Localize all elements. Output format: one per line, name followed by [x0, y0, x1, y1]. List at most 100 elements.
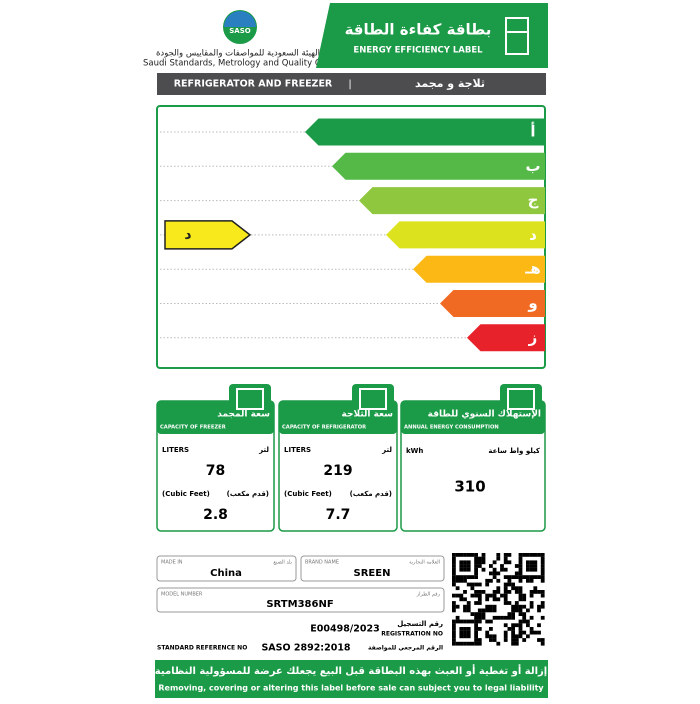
- qr-cell: [481, 556, 486, 561]
- qr-cell: [533, 560, 538, 565]
- qr-cell: [529, 578, 534, 583]
- qr-cell: [492, 615, 497, 620]
- fridge-icon: [505, 17, 529, 55]
- qr-cell: [533, 567, 538, 572]
- qr-cell: [507, 612, 512, 616]
- qr-cell: [529, 601, 534, 605]
- qr-cell: [511, 608, 515, 613]
- qr-cell: [503, 586, 508, 591]
- made-in-en: MADE IN: [161, 560, 183, 566]
- qr-cell: [496, 597, 501, 602]
- qr-cell: [470, 586, 475, 591]
- qr-cell: [492, 560, 497, 565]
- qr-cell: [503, 567, 508, 572]
- qr-cell: [459, 634, 464, 639]
- qr-cell: [489, 593, 493, 598]
- qr-cell: [485, 597, 490, 602]
- class-arrow: [467, 324, 545, 352]
- qr-cell: [477, 619, 482, 624]
- qr-cell: [489, 571, 493, 576]
- qr-cell: [518, 634, 523, 639]
- unit-en: LITERS: [284, 446, 311, 454]
- qr-cell: [474, 556, 478, 561]
- qr-cell: [529, 575, 534, 579]
- qr-cell: [522, 619, 527, 624]
- qr-cell: [452, 608, 456, 613]
- model-ar: رقم الطراز: [416, 592, 441, 598]
- qr-cell: [522, 575, 527, 579]
- qr-cell: [522, 553, 527, 557]
- qr-cell: [533, 586, 538, 591]
- qr-cell: [489, 564, 493, 568]
- qr-cell: [526, 560, 530, 565]
- qr-cell: [529, 560, 534, 565]
- qr-cell: [540, 564, 545, 568]
- qr-cell: [477, 638, 482, 642]
- qr-cell: [474, 590, 478, 594]
- qr-cell: [474, 560, 478, 565]
- qr-cell: [489, 619, 493, 624]
- qr-cell: [518, 612, 523, 616]
- qr-cell: [514, 604, 519, 609]
- qr-cell: [540, 553, 545, 557]
- qr-cell: [507, 601, 512, 605]
- qr-cell: [526, 619, 530, 624]
- qr-cell: [481, 612, 486, 616]
- standard-ar: الرقم المرجعي للمواصفة: [368, 645, 443, 652]
- qr-code: [452, 553, 545, 646]
- box-title-en: ANNUAL ENERGY CONSUMPTION: [404, 425, 499, 431]
- qr-cell: [463, 567, 467, 572]
- qr-cell: [496, 571, 501, 576]
- qr-cell: [522, 597, 527, 602]
- icon-tab: [352, 384, 394, 414]
- qr-cell: [463, 634, 467, 639]
- qr-cell: [463, 619, 467, 624]
- qr-cell: [518, 560, 523, 565]
- made-in-box: [156, 555, 297, 582]
- qr-cell: [474, 615, 478, 620]
- qr-cell: [526, 623, 530, 628]
- class-label: هـ: [524, 260, 541, 278]
- qr-cell: [466, 567, 471, 572]
- qr-cell: [466, 564, 471, 568]
- class-label: أ: [530, 122, 535, 141]
- qr-cell: [466, 630, 471, 635]
- qr-cell: [463, 553, 467, 557]
- made-in: China: [210, 568, 242, 579]
- qr-cell: [485, 582, 490, 587]
- qr-cell: [540, 567, 545, 572]
- qr-cell: [522, 630, 527, 635]
- qr-cell: [511, 582, 515, 587]
- qr-cell: [518, 608, 523, 613]
- qr-cell: [511, 586, 515, 591]
- qr-cell: [485, 634, 490, 639]
- qr-cell: [455, 619, 460, 624]
- qr-cell: [511, 634, 515, 639]
- qr-cell: [452, 619, 456, 624]
- qr-cell: [511, 630, 515, 635]
- qr-cell: [492, 604, 497, 609]
- qr-cell: [503, 630, 508, 635]
- qr-cell: [507, 578, 512, 583]
- qr-cell: [503, 597, 508, 602]
- qr-cell: [529, 564, 534, 568]
- class-label: و: [527, 294, 537, 312]
- qr-cell: [452, 582, 456, 587]
- qr-cell: [481, 567, 486, 572]
- qr-cell: [503, 634, 508, 639]
- qr-cell: [474, 638, 478, 642]
- qr-cell: [470, 593, 475, 598]
- qr-cell: [477, 612, 482, 616]
- qr-cell: [452, 638, 456, 642]
- qr-cell: [489, 627, 493, 631]
- qr-cell: [452, 564, 456, 568]
- qr-cell: [537, 590, 541, 594]
- qr-cell: [466, 560, 471, 565]
- qr-cell: [477, 608, 482, 613]
- unit-en: LITERS: [162, 446, 189, 454]
- value: 310: [454, 478, 485, 496]
- qr-cell: [459, 627, 464, 631]
- brand-en: BRAND NAME: [305, 560, 339, 566]
- unit-ar: لتر: [258, 446, 269, 454]
- qr-cell: [496, 556, 501, 561]
